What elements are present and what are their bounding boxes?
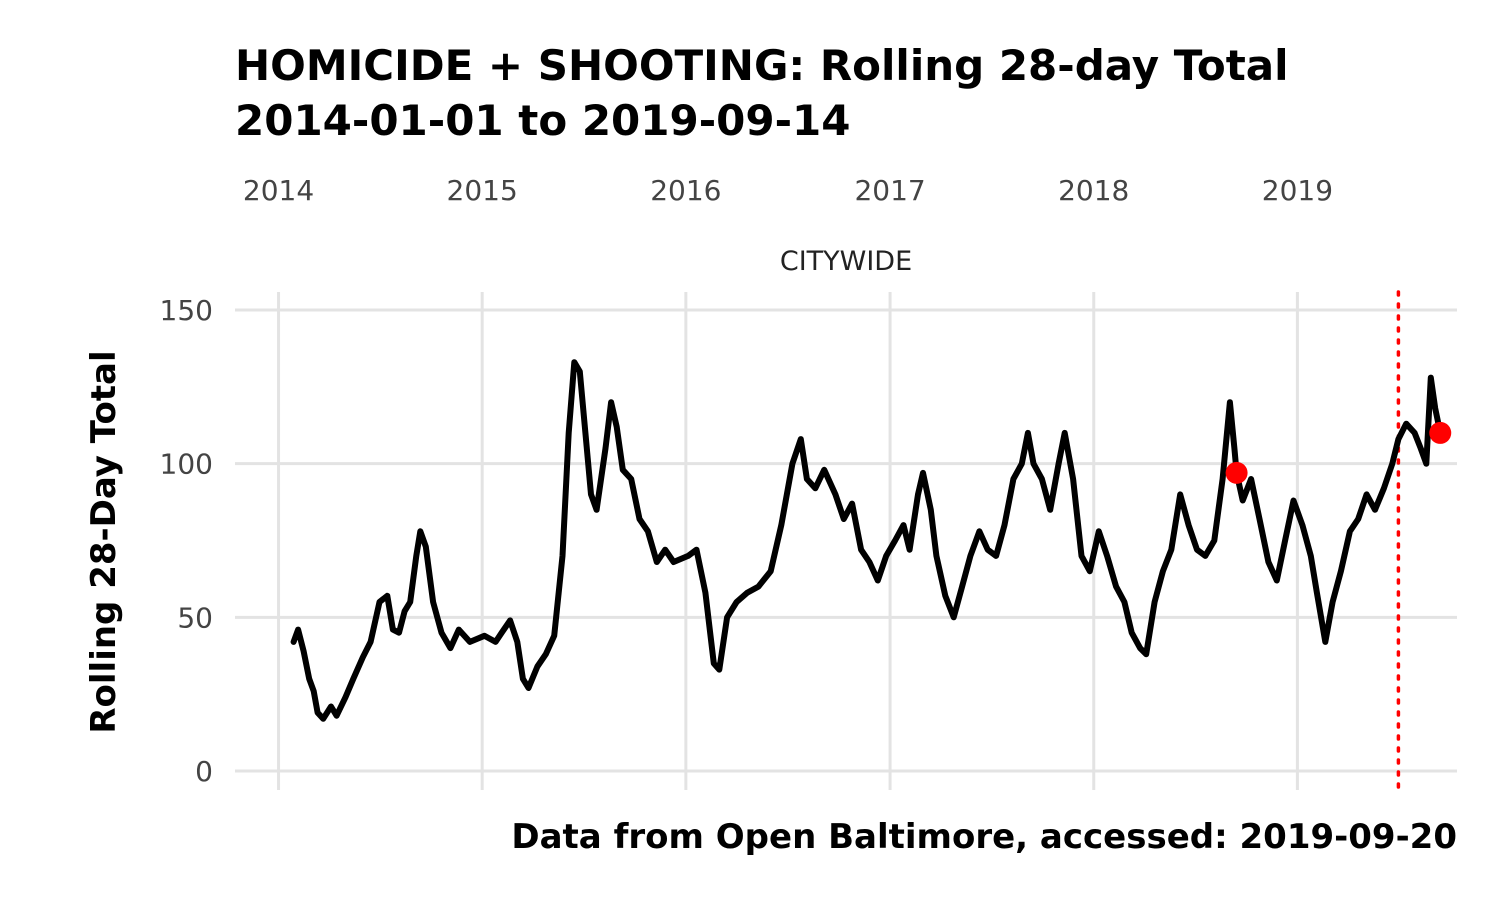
series-line bbox=[290, 359, 1444, 722]
chart-title: HOMICIDE + SHOOTING: Rolling 28-day Tota… bbox=[235, 41, 1289, 90]
x-tick-label: 2016 bbox=[650, 174, 721, 207]
chart-caption: Data from Open Baltimore, accessed: 2019… bbox=[511, 817, 1457, 857]
x-tick-label: 2015 bbox=[447, 174, 518, 207]
y-tick-label: 100 bbox=[160, 448, 213, 481]
y-tick-labels: 0 50 100 150 bbox=[160, 294, 213, 788]
y-tick-label: 150 bbox=[160, 294, 213, 327]
y-tick-label: 50 bbox=[177, 601, 213, 634]
x-tick-label: 2014 bbox=[243, 174, 314, 207]
y-axis-label: Rolling 28-Day Total bbox=[84, 350, 124, 733]
x-tick-label: 2018 bbox=[1058, 174, 1129, 207]
facet-label: CITYWIDE bbox=[780, 246, 912, 277]
x-tick-label: 2019 bbox=[1262, 174, 1333, 207]
chart-subtitle: 2014-01-01 to 2019-09-14 bbox=[235, 96, 850, 145]
y-tick-label: 0 bbox=[195, 755, 213, 788]
highlight-points bbox=[1225, 421, 1452, 484]
series-group bbox=[290, 359, 1444, 722]
highlight-point bbox=[1225, 461, 1248, 484]
x-tick-labels: 2014 2015 2016 2017 2018 2019 bbox=[243, 174, 1333, 207]
highlight-point bbox=[1429, 421, 1452, 444]
x-tick-label: 2017 bbox=[854, 174, 925, 207]
